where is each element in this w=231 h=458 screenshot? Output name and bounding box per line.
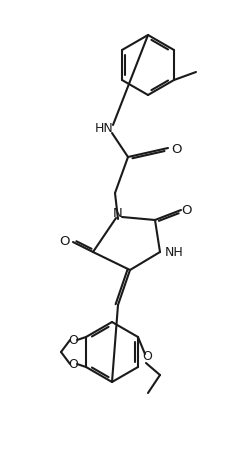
Text: O: O — [181, 203, 191, 217]
Text: O: O — [68, 333, 78, 347]
Text: HN: HN — [94, 121, 113, 135]
Text: O: O — [141, 350, 151, 364]
Text: NH: NH — [164, 245, 182, 258]
Text: O: O — [171, 142, 182, 156]
Text: O: O — [60, 234, 70, 247]
Text: O: O — [68, 358, 78, 371]
Text: N: N — [113, 207, 122, 219]
